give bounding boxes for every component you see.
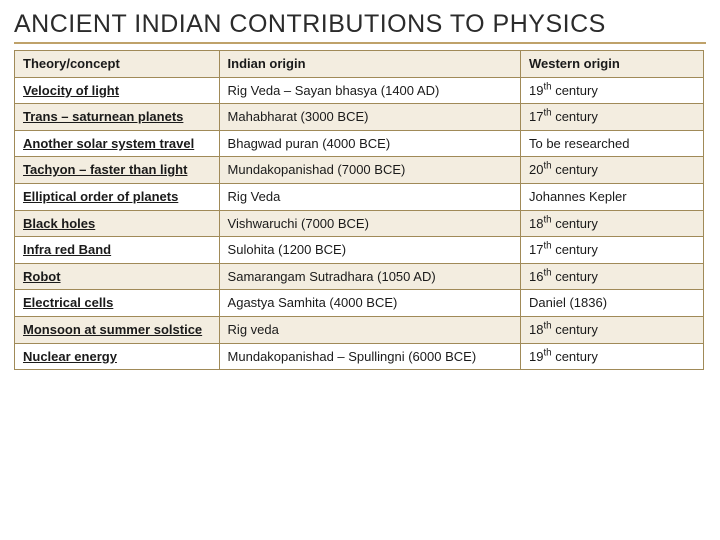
col-header-western: Western origin [520, 51, 703, 78]
cell-indian: Rig veda [219, 316, 520, 343]
cell-indian: Samarangam Sutradhara (1050 AD) [219, 263, 520, 290]
table-row: Trans – saturnean planetsMahabharat (300… [15, 104, 704, 131]
cell-concept: Trans – saturnean planets [15, 104, 220, 131]
table-row: Nuclear energyMundakopanishad – Spulling… [15, 343, 704, 370]
cell-indian: Bhagwad puran (4000 BCE) [219, 130, 520, 157]
table-row: Elliptical order of planetsRig VedaJohan… [15, 183, 704, 210]
cell-indian: Mundakopanishad – Spullingni (6000 BCE) [219, 343, 520, 370]
slide: ANCIENT INDIAN CONTRIBUTIONS TO PHYSICS … [0, 0, 720, 540]
cell-western: To be researched [520, 130, 703, 157]
physics-table: Theory/concept Indian origin Western ori… [14, 50, 704, 370]
cell-western: Daniel (1836) [520, 290, 703, 317]
cell-concept: Black holes [15, 210, 220, 237]
cell-western: Johannes Kepler [520, 183, 703, 210]
cell-indian: Sulohita (1200 BCE) [219, 237, 520, 264]
cell-concept: Nuclear energy [15, 343, 220, 370]
table-header-row: Theory/concept Indian origin Western ori… [15, 51, 704, 78]
cell-western: 16th century [520, 263, 703, 290]
table-row: Tachyon – faster than lightMundakopanish… [15, 157, 704, 184]
table-row: Black holesVishwaruchi (7000 BCE)18th ce… [15, 210, 704, 237]
cell-concept: Velocity of light [15, 77, 220, 104]
cell-western: 19th century [520, 343, 703, 370]
cell-indian: Rig Veda [219, 183, 520, 210]
table-row: Infra red BandSulohita (1200 BCE)17th ce… [15, 237, 704, 264]
cell-concept: Another solar system travel [15, 130, 220, 157]
cell-western: 17th century [520, 104, 703, 131]
cell-concept: Tachyon – faster than light [15, 157, 220, 184]
cell-indian: Agastya Samhita (4000 BCE) [219, 290, 520, 317]
cell-western: 19th century [520, 77, 703, 104]
cell-indian: Mahabharat (3000 BCE) [219, 104, 520, 131]
cell-concept: Electrical cells [15, 290, 220, 317]
cell-concept: Robot [15, 263, 220, 290]
cell-indian: Vishwaruchi (7000 BCE) [219, 210, 520, 237]
cell-western: 17th century [520, 237, 703, 264]
cell-concept: Infra red Band [15, 237, 220, 264]
cell-indian: Mundakopanishad (7000 BCE) [219, 157, 520, 184]
col-header-concept: Theory/concept [15, 51, 220, 78]
cell-western: 18th century [520, 210, 703, 237]
table-row: Velocity of lightRig Veda – Sayan bhasya… [15, 77, 704, 104]
col-header-indian: Indian origin [219, 51, 520, 78]
cell-western: 18th century [520, 316, 703, 343]
table-row: Another solar system travelBhagwad puran… [15, 130, 704, 157]
cell-western: 20th century [520, 157, 703, 184]
page-title: ANCIENT INDIAN CONTRIBUTIONS TO PHYSICS [14, 10, 706, 44]
table-row: RobotSamarangam Sutradhara (1050 AD)16th… [15, 263, 704, 290]
table-row: Monsoon at summer solsticeRig veda18th c… [15, 316, 704, 343]
cell-concept: Monsoon at summer solstice [15, 316, 220, 343]
table-row: Electrical cellsAgastya Samhita (4000 BC… [15, 290, 704, 317]
cell-indian: Rig Veda – Sayan bhasya (1400 AD) [219, 77, 520, 104]
cell-concept: Elliptical order of planets [15, 183, 220, 210]
